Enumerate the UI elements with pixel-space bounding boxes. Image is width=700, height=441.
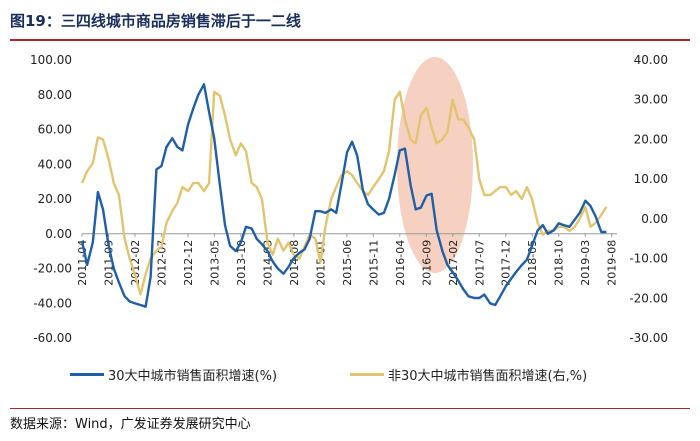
x-axis-tick-label: 2017-12 [500, 240, 513, 286]
x-axis-tick-label: 2012-12 [182, 240, 195, 286]
highlight-ellipse [397, 57, 473, 273]
legend-swatch-right [350, 372, 384, 376]
x-axis-tick-label: 2011-09 [102, 240, 115, 286]
legend-label-left: 30大中城市销售面积增速(%) [108, 368, 278, 384]
right-axis-tick-label: -30.00 [629, 331, 668, 345]
source-note: 数据来源：Wind，广发证券发展研究中心 [10, 417, 251, 432]
x-axis-tick-label: 2015-06 [341, 240, 354, 286]
left-axis-tick-label: -40.00 [33, 296, 72, 310]
title-bar: 图19：三四线城市商品房销售滞后于一二线 [10, 6, 690, 41]
right-axis-tick-label: 10.00 [634, 172, 668, 186]
right-axis-tick-label: 40.00 [634, 53, 668, 67]
x-axis-tick-label: 2019-08 [606, 240, 619, 286]
x-axis-tick-label: 2016-04 [394, 240, 407, 286]
highlight-layer [397, 57, 473, 273]
left-axis-tick-label: 100.00 [30, 53, 72, 67]
x-axis-tick-label: 2016-09 [420, 240, 433, 286]
title-divider [10, 39, 690, 41]
right-axis-tick-label: 20.00 [634, 132, 668, 146]
left-axis-tick-label: 40.00 [38, 157, 72, 171]
x-axis-tick-label: 2017-07 [473, 240, 486, 286]
left-axis-tick-label: 80.00 [38, 88, 72, 102]
right-axis-tick-label: 30.00 [634, 93, 668, 107]
legend-item-left-series: 30大中城市销售面积增速(%) [70, 362, 277, 386]
legend-swatch-left [70, 372, 104, 376]
x-axis-tick-label: 2019-03 [579, 240, 592, 286]
x-axis-tick-label: 2013-10 [235, 240, 248, 286]
right-axis-tick-label: 0.00 [641, 212, 668, 226]
series-layer [80, 83, 608, 308]
footer-divider [10, 408, 690, 409]
x-axis-tick-label: 2013-05 [208, 240, 221, 286]
left-axis-tick-label: 60.00 [38, 123, 72, 137]
right-axis-tick-label: -10.00 [629, 252, 668, 266]
legend-label-right: 非30大中城市销售面积增速(右,%) [388, 368, 588, 384]
series-line-30-city [80, 83, 607, 308]
x-axis-tick-label: 2017-02 [447, 240, 460, 286]
x-axis-tick-label: 2012-02 [129, 240, 142, 286]
x-axis-tick-label: 2012-07 [155, 240, 168, 286]
axis-layer: 100.00 80.00 60.00 40.00 20.00 0.00 -20.00 -40.… [30, 53, 668, 345]
right-axis-tick-label: -20.00 [629, 291, 668, 305]
x-axis-tick-label: 2015-11 [367, 240, 380, 286]
legend: 30大中城市销售面积增速(%) 非30大中城市销售面积增速(右,%) [70, 362, 670, 386]
x-axis-tick-label: 2011-04 [76, 240, 89, 286]
left-axis-tick-label: 20.00 [38, 192, 72, 206]
left-axis-tick-label: 0.00 [45, 227, 72, 241]
x-axis-tick-label: 2018-10 [553, 240, 566, 286]
chart-title: 图19：三四线城市商品房销售滞后于一二线 [10, 12, 301, 30]
left-axis-tick-label: -60.00 [33, 331, 72, 345]
left-axis-tick-label: -20.00 [33, 262, 72, 276]
legend-item-right-series: 非30大中城市销售面积增速(右,%) [350, 362, 587, 386]
